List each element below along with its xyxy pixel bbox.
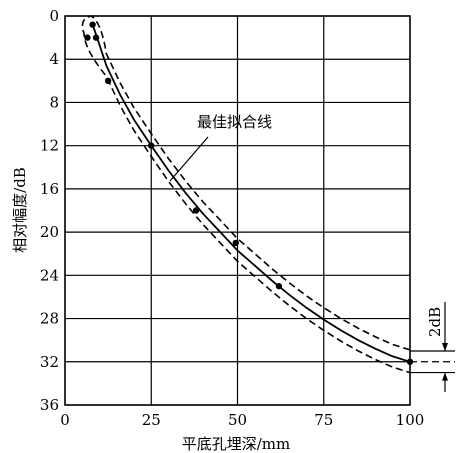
x-axis-label: 平底孔埋深/mm bbox=[182, 435, 291, 453]
data-point bbox=[104, 77, 112, 85]
tol-arrowhead-bottom bbox=[442, 372, 448, 381]
y-tick-label: 16 bbox=[40, 180, 59, 198]
tol-arrowhead-top bbox=[442, 342, 448, 351]
x-tick-label: 25 bbox=[142, 411, 161, 429]
y-tick-label: 4 bbox=[49, 50, 59, 68]
grid bbox=[64, 15, 411, 406]
plot-frame bbox=[64, 15, 411, 406]
tolerance-band-line bbox=[81, 15, 411, 374]
y-axis-label: 相对幅度/dB bbox=[11, 167, 29, 253]
tick-labels: 0 25 50 75 100 0 4 8 12 16 20 24 28 32 36 bbox=[40, 7, 424, 429]
x-tick-label: 75 bbox=[314, 411, 333, 429]
y-tick-label: 24 bbox=[40, 266, 59, 284]
tolerance-indicator: 2dB bbox=[410, 302, 455, 392]
y-tick-label: 0 bbox=[49, 7, 59, 25]
annotation-leader bbox=[169, 136, 209, 182]
fit-curve bbox=[91, 24, 411, 363]
y-tick-label: 32 bbox=[40, 353, 59, 371]
data-point bbox=[232, 239, 239, 247]
data-point bbox=[275, 282, 283, 290]
y-tick-label: 20 bbox=[40, 223, 59, 241]
data-point bbox=[92, 34, 100, 41]
tolerance-band bbox=[81, 15, 411, 374]
data-point bbox=[192, 207, 200, 214]
best-fit-annotation: 最佳拟合线 bbox=[197, 113, 272, 131]
y-tick-label: 28 bbox=[40, 310, 59, 328]
data-points bbox=[84, 21, 414, 365]
x-tick-label: 50 bbox=[228, 411, 247, 429]
y-tick-label: 36 bbox=[40, 396, 59, 414]
x-tick-label: 0 bbox=[60, 411, 70, 429]
data-point bbox=[84, 34, 91, 41]
y-tick-label: 12 bbox=[40, 137, 59, 155]
x-tick-label: 100 bbox=[396, 411, 425, 429]
best-fit-line bbox=[91, 24, 411, 363]
tolerance-label: 2dB bbox=[426, 307, 444, 337]
data-point bbox=[148, 142, 155, 149]
data-point bbox=[89, 21, 96, 28]
y-tick-label: 8 bbox=[49, 93, 59, 111]
